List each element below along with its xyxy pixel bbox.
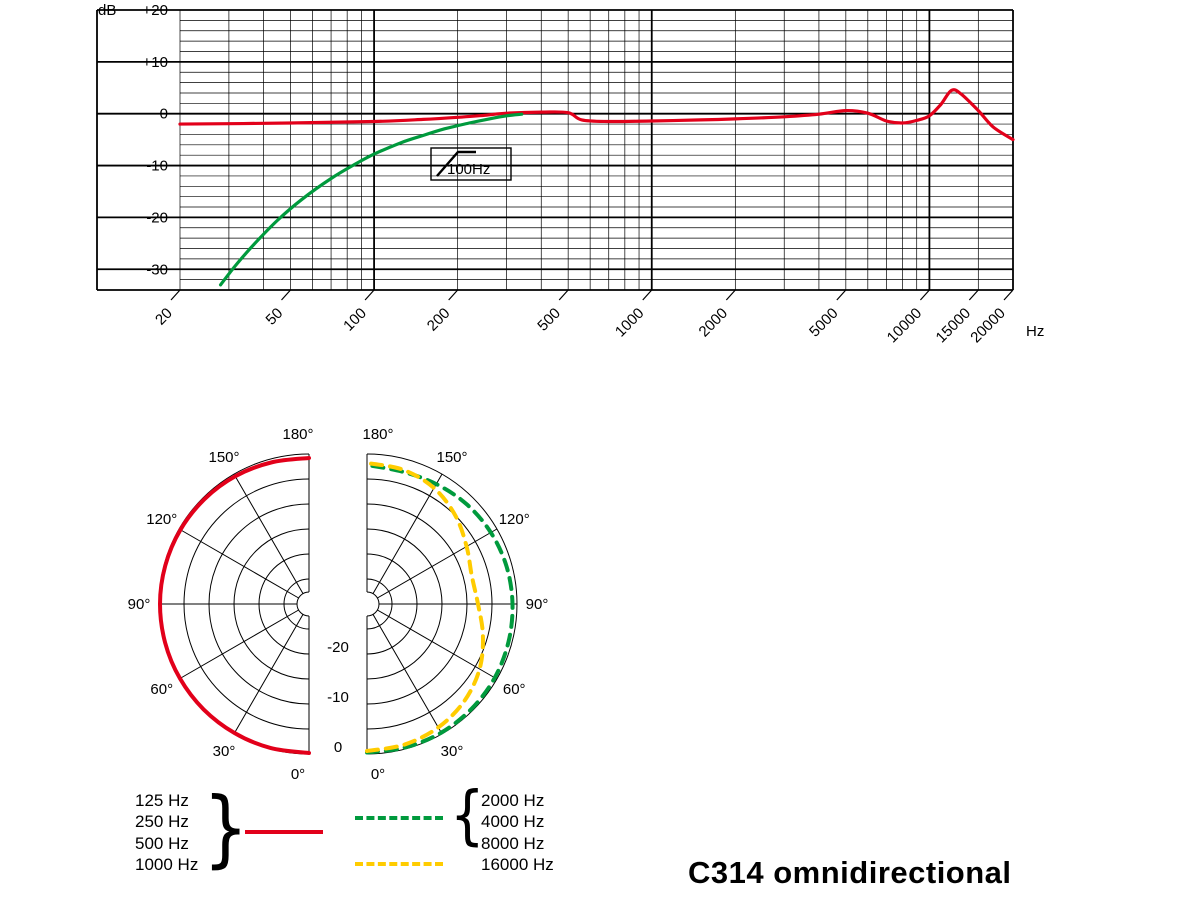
polar-pattern-chart: 0° 0° 30° 30° 60° 60° 90° 90° 120° 120° 150° 150° 18… [128,426,549,783]
frequency-response-chart: dB +20 +10 0 -10 -20 -30 20 50 100 200 500 1000 2000 5… [96,2,1044,347]
angle-label: 150° [208,449,239,466]
legend-label-2000hz: 2000 Hz [481,791,545,810]
legend-label-125hz: 125 Hz [135,791,189,810]
chart-title: C314 omnidirectional [688,855,1012,890]
angle-label: 30° [213,743,236,760]
angle-label: 120° [499,511,530,528]
angle-label: 180° [282,426,313,443]
legend-label-250hz: 250 Hz [135,812,189,831]
16000Hz-pattern [365,461,485,753]
x-tick-label: 15000 [933,305,975,347]
legend-label-4000hz: 4000 Hz [481,812,545,831]
db-ring-label: 0 [334,739,342,756]
x-tick-label: 5000 [806,305,842,341]
y-tick-label: -20 [146,209,168,226]
angle-label: 60° [150,681,173,698]
legend-label-1000hz: 1000 Hz [135,855,199,874]
x-tick-label: 200 [424,305,454,335]
y-tick-label: 0 [160,106,168,123]
db-ring-label: -20 [327,639,349,656]
x-tick-label: 20000 [967,305,1009,347]
legend-brace-high-group: { [450,779,485,853]
y-axis-unit: dB [98,2,116,19]
legend-brace-low-group: } [203,779,249,877]
annotation-label: 100Hz [447,161,490,178]
y-tick-label: -30 [146,261,168,278]
legend-label-16000hz: 16000 Hz [481,855,554,874]
x-tick-label: 2000 [696,305,732,341]
x-tick-label: 10000 [884,305,926,347]
x-tick-label: 100 [340,305,370,335]
legend-label-8000hz: 8000 Hz [481,834,545,853]
legend-label-500hz: 500 Hz [135,834,189,853]
legend-line-dashed-green [355,816,443,820]
x-axis-unit: Hz [1026,323,1044,340]
x-tick-label: 1000 [612,305,648,341]
angle-label: 90° [526,596,549,613]
y-tick-label: +10 [143,54,168,71]
angle-label: 90° [128,596,151,613]
angle-label: 0° [371,766,385,783]
angle-label: 120° [146,511,177,528]
angle-label: 30° [441,743,464,760]
2000-8000Hz-pattern [365,463,515,755]
polar-legend: 125 Hz 250 Hz 500 Hz 1000 Hz } { 2000 Hz… [125,784,625,895]
legend-line-dashed-yellow [355,862,443,866]
frequency-response-curve [178,88,1015,142]
bass-cut-filter-curve [218,112,524,287]
x-tick-label: 50 [263,305,287,329]
y-tick-label: -10 [146,158,168,175]
y-tick-label: +20 [143,2,168,19]
bass-cut-annotation: 100Hz [430,147,512,181]
legend-line-solid-red [245,830,323,834]
filter-slope-icon [436,150,476,177]
x-tick-label: 500 [534,305,564,335]
db-ring-label: -10 [327,689,349,706]
angle-label: 60° [503,681,526,698]
angle-label: 0° [291,766,305,783]
angle-label: 180° [362,426,393,443]
angle-label: 150° [436,449,467,466]
125-1000Hz-pattern [157,456,311,755]
x-tick-label: 20 [152,305,176,329]
